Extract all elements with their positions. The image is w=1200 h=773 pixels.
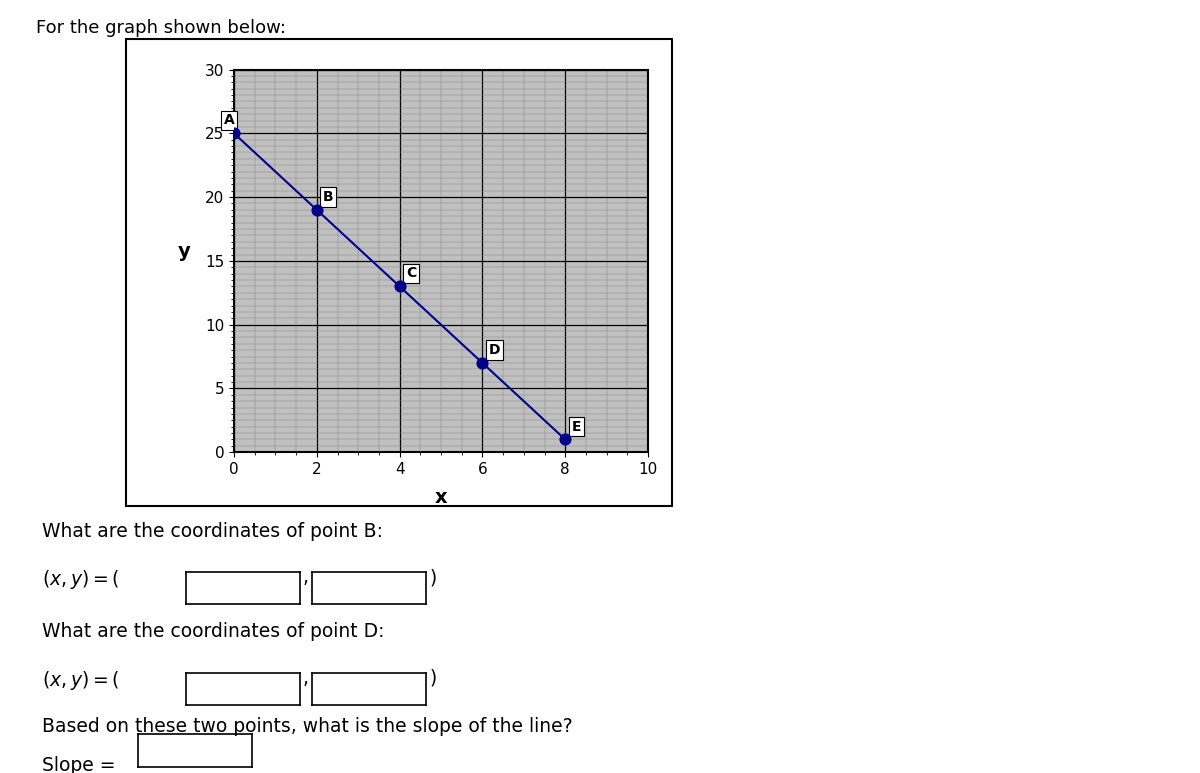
Text: ,: , [302,568,308,587]
Text: $(x, y) = ($: $(x, y) = ($ [42,568,119,591]
Text: ,: , [302,669,308,688]
Text: C: C [406,267,416,281]
Text: Slope =: Slope = [42,756,115,773]
X-axis label: x: x [434,488,448,507]
Text: Based on these two points, what is the slope of the line?: Based on these two points, what is the s… [42,717,572,736]
Text: What are the coordinates of point D:: What are the coordinates of point D: [42,622,384,642]
Y-axis label: y: y [178,242,191,261]
Text: ): ) [430,568,437,587]
Text: ): ) [430,669,437,688]
Point [556,433,575,445]
Text: What are the coordinates of point B:: What are the coordinates of point B: [42,522,383,541]
Text: A: A [223,114,234,128]
Text: E: E [571,420,581,434]
Text: For the graph shown below:: For the graph shown below: [36,19,286,37]
Point [224,127,244,139]
Point [473,357,492,369]
Point [307,203,326,216]
Point [390,281,409,293]
Text: B: B [323,190,334,204]
Text: $(x, y) = ($: $(x, y) = ($ [42,669,119,692]
Text: D: D [488,343,500,357]
